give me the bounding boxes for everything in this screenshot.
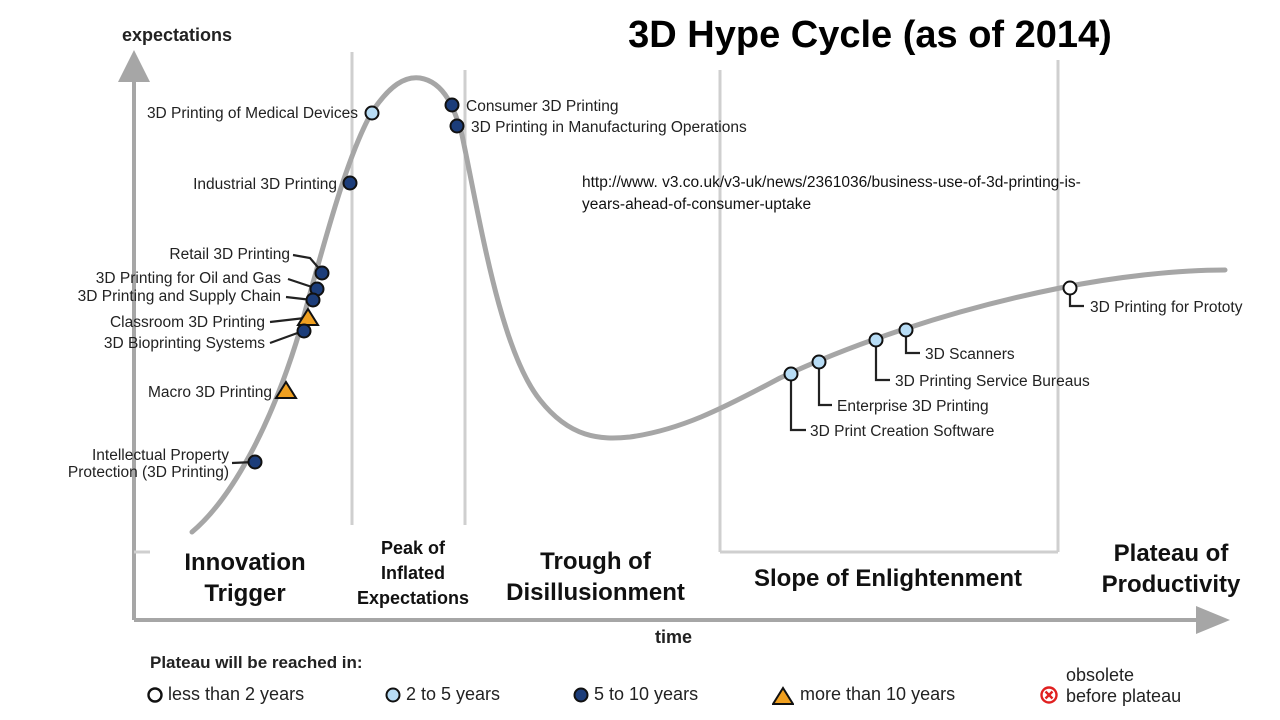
label-ip-line1: Intellectual Property bbox=[92, 447, 229, 464]
phase-plateau-line2: Productivity bbox=[1101, 571, 1241, 598]
phase-innovation-line1: Innovation bbox=[184, 549, 306, 576]
marker-industrial-5-10y-icon bbox=[342, 175, 358, 191]
page-title: 3D Hype Cycle (as of 2014) bbox=[628, 14, 1112, 56]
legend-title: Plateau will be reached in: bbox=[150, 653, 363, 672]
marker-bioprinting-5-10y-icon bbox=[296, 323, 312, 339]
legend-2-to-5-label: 2 to 5 years bbox=[406, 684, 501, 704]
phase-trough-line1: Trough of bbox=[540, 548, 651, 575]
source-url-line1: http://www. v3.co.uk/v3-uk/news/2361036/… bbox=[582, 174, 1081, 191]
marker-manufacturing-5-10y-icon bbox=[449, 118, 465, 134]
legend-obsolete-line1: obsolete bbox=[1066, 665, 1135, 685]
label-medical-devices: 3D Printing of Medical Devices bbox=[147, 105, 358, 122]
label-enterprise: Enterprise 3D Printing bbox=[837, 398, 989, 415]
marker-print-creation-2-5y-icon bbox=[783, 366, 799, 382]
legend-white-dot-icon bbox=[147, 687, 163, 703]
label-ip-line2: Protection (3D Printing) bbox=[68, 464, 229, 481]
legend-obsolete: obsolete before plateau bbox=[1040, 663, 1210, 711]
y-axis-arrow-icon bbox=[118, 50, 150, 82]
legend-light-blue-dot-icon bbox=[385, 687, 401, 703]
label-service-bureaus: 3D Printing Service Bureaus bbox=[895, 373, 1090, 390]
phase-peak-line3: Expectations bbox=[356, 588, 470, 608]
label-supply-chain: 3D Printing and Supply Chain bbox=[78, 288, 281, 305]
legend-obsolete-line2: before plateau bbox=[1066, 686, 1182, 706]
label-consumer: Consumer 3D Printing bbox=[466, 98, 618, 115]
legend-5-to-10-label: 5 to 10 years bbox=[594, 684, 699, 704]
technology-labels: 3D Printing of Medical Devices Consumer … bbox=[68, 98, 1243, 481]
label-manufacturing: 3D Printing in Manufacturing Operations bbox=[471, 119, 747, 136]
leader-enterprise bbox=[817, 362, 832, 407]
marker-ip-5-10y-icon bbox=[247, 454, 263, 470]
marker-service-bureaus-2-5y-icon bbox=[868, 332, 884, 348]
label-macro: Macro 3D Printing bbox=[148, 384, 272, 401]
y-axis-label: expectations bbox=[122, 25, 233, 45]
markers bbox=[247, 97, 1078, 470]
phase-slope: Slope of Enlightenment bbox=[754, 565, 1022, 592]
label-prototyping: 3D Printing for Prototy bbox=[1090, 299, 1243, 316]
label-bioprinting: 3D Bioprinting Systems bbox=[104, 335, 265, 352]
label-retail: Retail 3D Printing bbox=[169, 246, 290, 263]
marker-scanners-2-5y-icon bbox=[898, 322, 914, 338]
source-url: http://www. v3.co.uk/v3-uk/news/2361036/… bbox=[582, 172, 1222, 216]
leader-service-bureaus bbox=[874, 340, 890, 382]
phase-trough-line2: Disillusionment bbox=[506, 579, 685, 606]
legend-obsolete-icon bbox=[1040, 686, 1058, 704]
source-url-line2: years-ahead-of-consumer-uptake bbox=[582, 196, 812, 213]
leader-scanners bbox=[904, 330, 920, 355]
phase-trough: Trough of Disillusionment bbox=[488, 546, 703, 608]
label-oil-gas: 3D Printing for Oil and Gas bbox=[96, 270, 281, 287]
label-print-creation: 3D Print Creation Software bbox=[810, 423, 994, 440]
marker-retail-5-10y-icon bbox=[314, 265, 330, 281]
phase-plateau-line1: Plateau of bbox=[1113, 540, 1229, 567]
legend-navy-dot-icon bbox=[573, 687, 589, 703]
legend-more-than-10-label: more than 10 years bbox=[800, 684, 956, 704]
label-scanners: 3D Scanners bbox=[925, 346, 1015, 363]
legend-orange-triangle-icon bbox=[772, 686, 794, 705]
marker-prototyping-lt2y-icon bbox=[1062, 280, 1078, 296]
phase-innovation-line2: Trigger bbox=[204, 580, 286, 607]
x-axis-label: time bbox=[655, 627, 693, 647]
marker-macro-10plus-icon bbox=[274, 380, 298, 399]
phase-peak-line1: Peak of bbox=[380, 538, 446, 558]
label-industrial: Industrial 3D Printing bbox=[193, 176, 337, 193]
legend-less-than-2-label: less than 2 years bbox=[168, 684, 305, 704]
phase-plateau: Plateau of Productivity bbox=[1086, 538, 1256, 600]
hype-curve bbox=[189, 75, 1228, 535]
marker-enterprise-2-5y-icon bbox=[811, 354, 827, 370]
leader-print-creation bbox=[789, 374, 806, 432]
marker-consumer-5-10y-icon bbox=[444, 97, 460, 113]
leader-classroom bbox=[269, 316, 306, 324]
phase-innovation-trigger: Innovation Trigger bbox=[160, 547, 330, 609]
phase-peak-line2: Inflated bbox=[380, 563, 445, 583]
axes bbox=[118, 50, 1230, 634]
phase-peak: Peak of Inflated Expectations bbox=[338, 536, 488, 611]
x-axis-arrow-icon bbox=[1196, 606, 1230, 634]
label-classroom: Classroom 3D Printing bbox=[110, 314, 265, 331]
marker-supply-chain-5-10y-icon bbox=[305, 292, 321, 308]
marker-medical-devices-2-5y-icon bbox=[364, 105, 380, 121]
